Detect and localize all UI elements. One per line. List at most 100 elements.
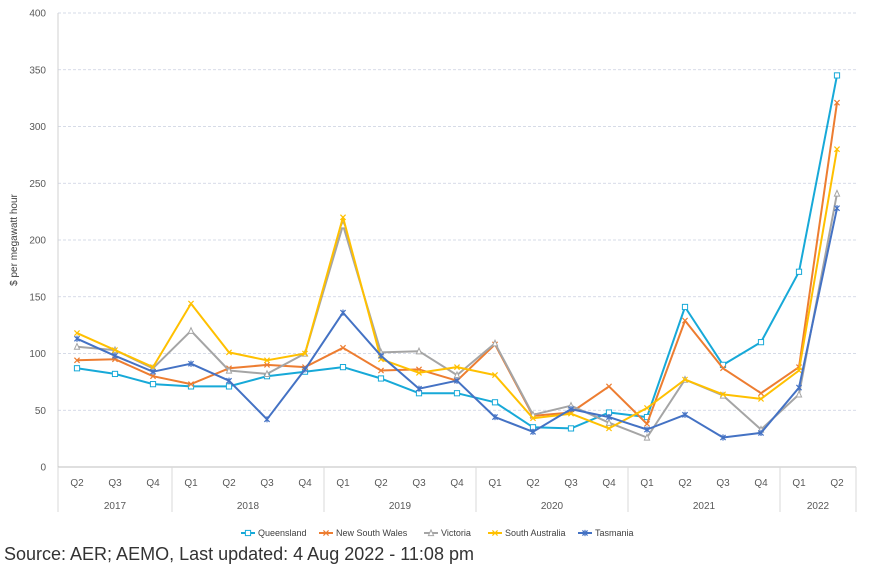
data-point — [187, 326, 195, 334]
x-tick-label: Q4 — [754, 478, 768, 489]
data-point — [225, 366, 233, 374]
x-tick-label: Q4 — [146, 478, 160, 489]
data-point — [719, 434, 727, 441]
data-point — [529, 428, 537, 435]
data-point — [757, 390, 765, 397]
data-point — [681, 317, 689, 324]
x-tick-label: Q3 — [564, 478, 578, 489]
x-tick-label: Q3 — [412, 478, 426, 489]
data-point — [795, 268, 803, 275]
data-point — [149, 373, 157, 380]
data-point — [377, 375, 385, 382]
data-point — [73, 342, 81, 350]
x-tick-label: Q2 — [526, 478, 540, 489]
data-point — [567, 425, 575, 432]
data-point — [833, 99, 841, 106]
data-point — [149, 364, 157, 371]
y-tick-label: 350 — [29, 65, 46, 76]
data-point — [453, 390, 461, 397]
year-label: 2019 — [389, 501, 412, 512]
data-point — [643, 420, 651, 427]
legend-label: South Australia — [505, 528, 566, 538]
data-point — [491, 413, 499, 421]
data-point — [681, 411, 689, 418]
year-label: 2018 — [237, 501, 260, 512]
data-point — [529, 415, 537, 422]
data-point — [605, 413, 613, 421]
x-tick-label: Q2 — [70, 478, 84, 489]
gridlines — [58, 12, 856, 411]
data-point — [149, 368, 157, 375]
y-axis-label: $ per megawatt hour — [9, 193, 20, 285]
data-point — [377, 367, 385, 374]
data-point — [73, 365, 81, 372]
x-tick-label: Q3 — [108, 478, 122, 489]
legend: Queensland New South Wales Victoria South A… — [241, 528, 634, 538]
data-point — [833, 189, 841, 197]
data-point — [322, 529, 330, 537]
data-point — [187, 300, 195, 307]
data-point — [719, 391, 727, 398]
x-tick-label: Q2 — [222, 478, 236, 489]
data-point — [263, 416, 271, 423]
data-point — [605, 418, 613, 426]
data-point — [73, 357, 81, 364]
data-point — [833, 146, 841, 153]
x-tick-label: Q2 — [374, 478, 388, 489]
data-point — [225, 383, 233, 390]
data-point — [643, 404, 651, 412]
data-point — [833, 205, 841, 212]
y-tick-label: 300 — [29, 122, 46, 133]
legend-entry: New South Wales — [319, 528, 408, 538]
data-point — [339, 364, 347, 371]
legend-entry: Queensland — [241, 528, 307, 538]
data-point — [415, 369, 423, 376]
legend-label: Queensland — [258, 528, 307, 538]
data-point — [581, 529, 589, 537]
line-chart: 0 50 100 150 200 250 300 350 400 $ per megawatt … — [9, 9, 857, 538]
data-point — [339, 344, 347, 351]
data-point — [415, 385, 423, 392]
legend-label: Victoria — [441, 528, 471, 538]
data-point — [795, 390, 803, 398]
y-tick-label: 100 — [29, 349, 46, 360]
data-point — [111, 352, 119, 359]
data-point — [73, 330, 81, 337]
data-point — [643, 433, 651, 441]
legend-label: Tasmania — [595, 528, 634, 538]
data-point — [795, 367, 803, 374]
x-tick-label: Q4 — [602, 478, 616, 489]
data-point — [339, 309, 347, 316]
y-tick-label: 400 — [29, 9, 46, 20]
data-point — [643, 426, 651, 433]
data-point — [605, 383, 613, 390]
x-tick-label: Q1 — [184, 478, 198, 489]
series-line — [76, 193, 838, 439]
x-tick-label: Q3 — [260, 478, 274, 489]
data-point — [491, 372, 499, 379]
data-point — [757, 395, 765, 402]
y-tick-label: 50 — [35, 406, 47, 417]
data-point — [339, 214, 347, 221]
x-tick-label: Q2 — [678, 478, 692, 489]
legend-label: New South Wales — [336, 528, 408, 538]
legend-entry: Victoria — [424, 528, 471, 538]
series-group — [73, 72, 841, 441]
data-point — [757, 429, 765, 437]
y-tick-label: 250 — [29, 179, 46, 190]
x-tick-label: Q2 — [830, 478, 844, 489]
data-point — [567, 406, 575, 413]
data-point — [757, 339, 765, 346]
data-point — [225, 377, 233, 384]
series-tasmania — [73, 205, 841, 441]
data-point — [263, 361, 271, 368]
data-point — [111, 370, 119, 378]
data-point — [301, 366, 309, 373]
data-point — [491, 529, 499, 537]
series-line — [76, 207, 838, 439]
data-point — [187, 381, 195, 388]
data-point — [244, 529, 252, 537]
legend-entry: South Australia — [488, 528, 566, 538]
x-tick-label: Q1 — [336, 478, 350, 489]
y-tick-label: 0 — [40, 463, 46, 474]
